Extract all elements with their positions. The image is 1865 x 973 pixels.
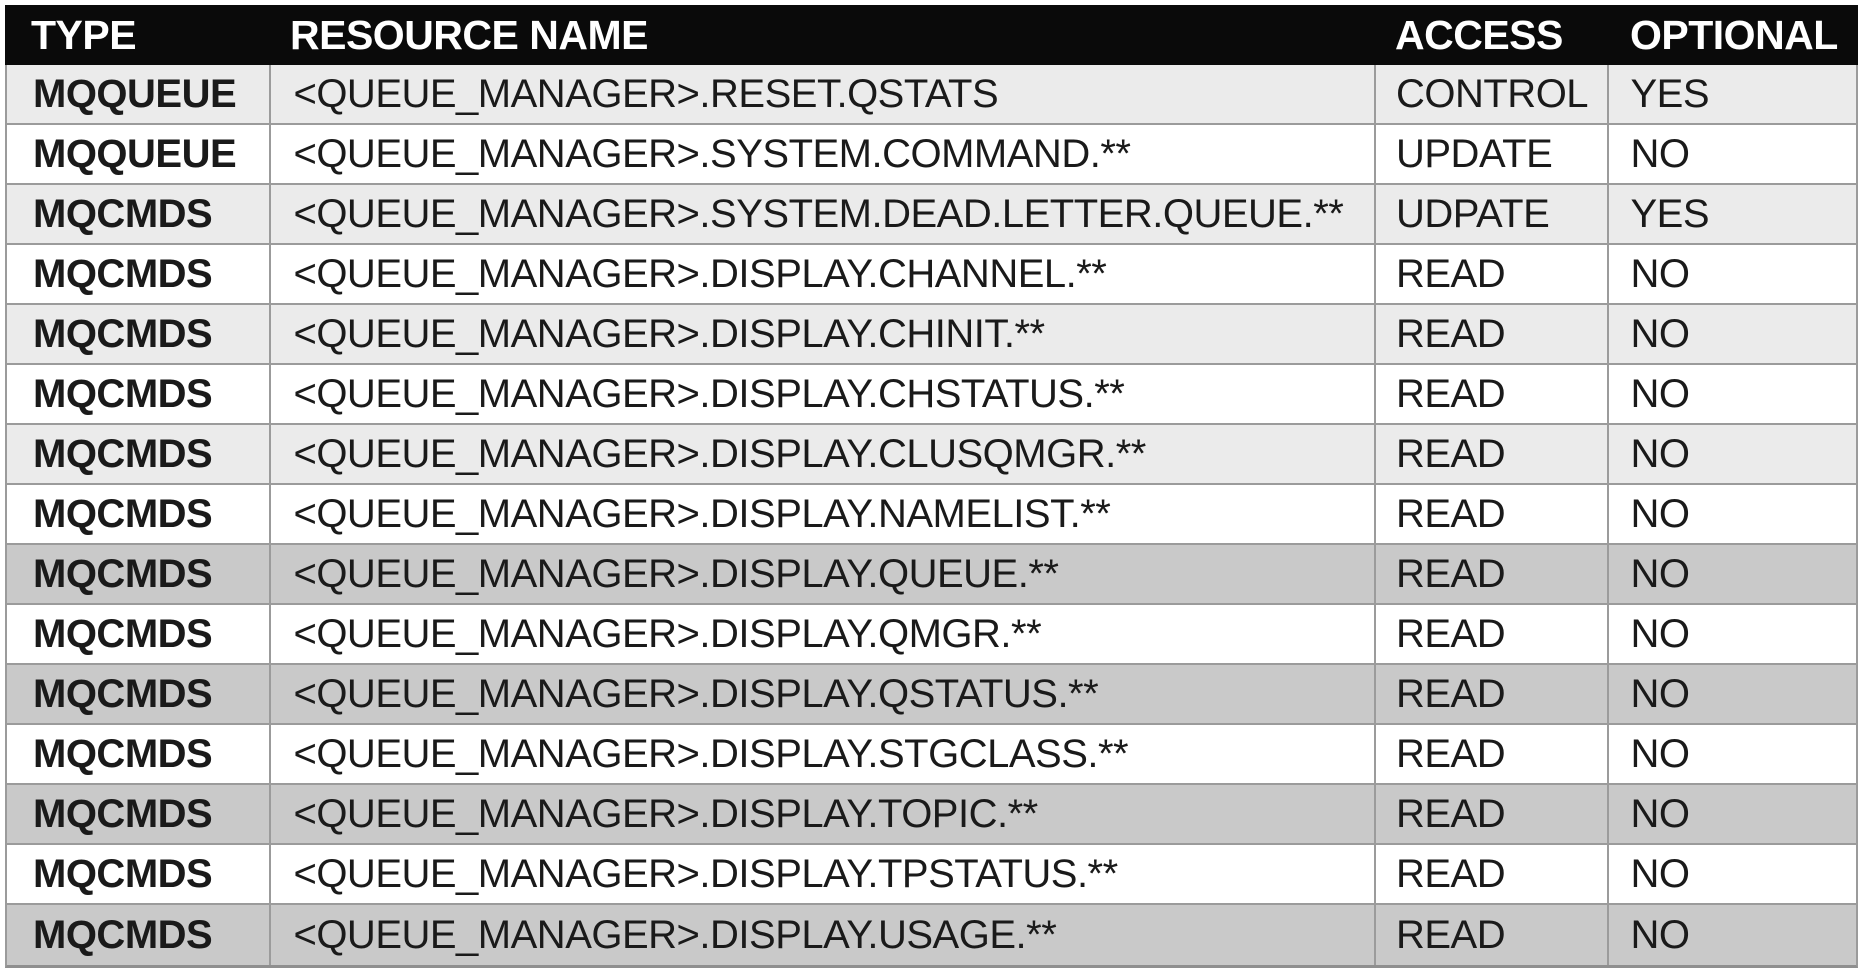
cell-type: MQCMDS (33, 491, 213, 536)
table-row: MQCMDS <QUEUE_MANAGER>.DISPLAY.CLUSQMGR.*… (7, 425, 1856, 485)
cell-type: MQCMDS (33, 611, 213, 656)
table-row: MQCMDS <QUEUE_MANAGER>.DISPLAY.CHANNEL.**… (7, 245, 1856, 305)
cell-resource: <QUEUE_MANAGER>.DISPLAY.USAGE.** (269, 905, 1374, 965)
cell-optional: NO (1606, 545, 1856, 603)
cell-resource: <QUEUE_MANAGER>.DISPLAY.CLUSQMGR.** (269, 425, 1374, 483)
cell-type: MQCMDS (33, 791, 213, 836)
cell-type: MQCMDS (33, 191, 213, 236)
cell-optional: NO (1606, 245, 1856, 303)
cell-resource: <QUEUE_MANAGER>.DISPLAY.CHINIT.** (269, 305, 1374, 363)
cell-access: UDPATE (1373, 185, 1607, 243)
cell-resource: <QUEUE_MANAGER>.DISPLAY.QSTATUS.** (269, 665, 1374, 723)
cell-access: READ (1373, 605, 1607, 663)
cell-access: READ (1373, 365, 1607, 423)
cell-type: MQCMDS (33, 731, 213, 776)
cell-resource: <QUEUE_MANAGER>.DISPLAY.NAMELIST.** (269, 485, 1374, 543)
cell-optional: YES (1606, 65, 1856, 123)
cell-type: MQCMDS (33, 431, 213, 476)
cell-optional: YES (1606, 185, 1856, 243)
cell-access: READ (1373, 245, 1607, 303)
table-row: MQCMDS <QUEUE_MANAGER>.DISPLAY.STGCLASS.*… (7, 725, 1856, 785)
cell-optional: NO (1606, 605, 1856, 663)
cell-resource: <QUEUE_MANAGER>.DISPLAY.QUEUE.** (269, 545, 1374, 603)
table-row: MQCMDS <QUEUE_MANAGER>.SYSTEM.DEAD.LETTER… (7, 185, 1856, 245)
table-row: MQCMDS <QUEUE_MANAGER>.DISPLAY.TPSTATUS.*… (7, 845, 1856, 905)
cell-optional: NO (1606, 305, 1856, 363)
cell-optional: NO (1606, 785, 1856, 843)
table-body: MQQUEUE <QUEUE_MANAGER>.RESET.QSTATS CONTR… (5, 65, 1858, 968)
table-row: MQCMDS <QUEUE_MANAGER>.DISPLAY.CHSTATUS.*… (7, 365, 1856, 425)
cell-optional: NO (1606, 725, 1856, 783)
header-cell-resource: RESOURCE NAME (290, 11, 648, 58)
cell-resource: <QUEUE_MANAGER>.SYSTEM.DEAD.LETTER.QUEUE… (269, 185, 1374, 243)
cell-access: READ (1373, 545, 1607, 603)
cell-resource: <QUEUE_MANAGER>.RESET.QSTATS (269, 65, 1374, 123)
cell-optional: NO (1606, 425, 1856, 483)
cell-optional: NO (1606, 365, 1856, 423)
cell-type: MQCMDS (33, 912, 213, 957)
cell-type: MQCMDS (33, 311, 213, 356)
cell-resource: <QUEUE_MANAGER>.DISPLAY.TOPIC.** (269, 785, 1374, 843)
cell-type: MQQUEUE (33, 131, 237, 176)
resource-access-table: TYPE RESOURCE NAME ACCESS OPTIONAL MQQUE… (5, 5, 1858, 968)
cell-resource: <QUEUE_MANAGER>.SYSTEM.COMMAND.** (269, 125, 1374, 183)
cell-access: UPDATE (1373, 125, 1607, 183)
header-cell-type: TYPE (31, 11, 137, 58)
cell-type: MQCMDS (33, 251, 213, 296)
table-row: MQCMDS <QUEUE_MANAGER>.DISPLAY.CHINIT.** R… (7, 305, 1856, 365)
cell-access: READ (1373, 725, 1607, 783)
cell-access: CONTROL (1373, 65, 1607, 123)
table-header-row: TYPE RESOURCE NAME ACCESS OPTIONAL (5, 5, 1858, 65)
cell-type: MQQUEUE (33, 71, 237, 116)
cell-type: MQCMDS (33, 551, 213, 596)
cell-optional: NO (1606, 845, 1856, 903)
cell-optional: NO (1606, 125, 1856, 183)
table-row: MQCMDS <QUEUE_MANAGER>.DISPLAY.TOPIC.** RE… (7, 785, 1856, 845)
cell-resource: <QUEUE_MANAGER>.DISPLAY.CHANNEL.** (269, 245, 1374, 303)
cell-resource: <QUEUE_MANAGER>.DISPLAY.CHSTATUS.** (269, 365, 1374, 423)
cell-type: MQCMDS (33, 371, 213, 416)
cell-resource: <QUEUE_MANAGER>.DISPLAY.STGCLASS.** (269, 725, 1374, 783)
table-row: MQCMDS <QUEUE_MANAGER>.DISPLAY.QMGR.** REA… (7, 605, 1856, 665)
table-row: MQCMDS <QUEUE_MANAGER>.DISPLAY.USAGE.** RE… (7, 905, 1856, 965)
cell-type: MQCMDS (33, 851, 213, 896)
table-row: MQQUEUE <QUEUE_MANAGER>.RESET.QSTATS CONTR… (7, 65, 1856, 125)
table-row: MQCMDS <QUEUE_MANAGER>.DISPLAY.QSTATUS.**… (7, 665, 1856, 725)
cell-access: READ (1373, 665, 1607, 723)
cell-access: READ (1373, 305, 1607, 363)
cell-resource: <QUEUE_MANAGER>.DISPLAY.TPSTATUS.** (269, 845, 1374, 903)
cell-access: READ (1373, 905, 1607, 965)
cell-access: READ (1373, 785, 1607, 843)
cell-access: READ (1373, 485, 1607, 543)
cell-resource: <QUEUE_MANAGER>.DISPLAY.QMGR.** (269, 605, 1374, 663)
cell-access: READ (1373, 425, 1607, 483)
table-row: MQCMDS <QUEUE_MANAGER>.DISPLAY.NAMELIST.*… (7, 485, 1856, 545)
cell-type: MQCMDS (33, 671, 213, 716)
table-row: MQCMDS <QUEUE_MANAGER>.DISPLAY.QUEUE.** RE… (7, 545, 1856, 605)
header-cell-optional: OPTIONAL (1630, 11, 1838, 58)
cell-access: READ (1373, 845, 1607, 903)
cell-optional: NO (1606, 485, 1856, 543)
cell-optional: NO (1606, 905, 1856, 965)
header-cell-access: ACCESS (1395, 11, 1563, 58)
table-row: MQQUEUE <QUEUE_MANAGER>.SYSTEM.COMMAND.**… (7, 125, 1856, 185)
cell-optional: NO (1606, 665, 1856, 723)
